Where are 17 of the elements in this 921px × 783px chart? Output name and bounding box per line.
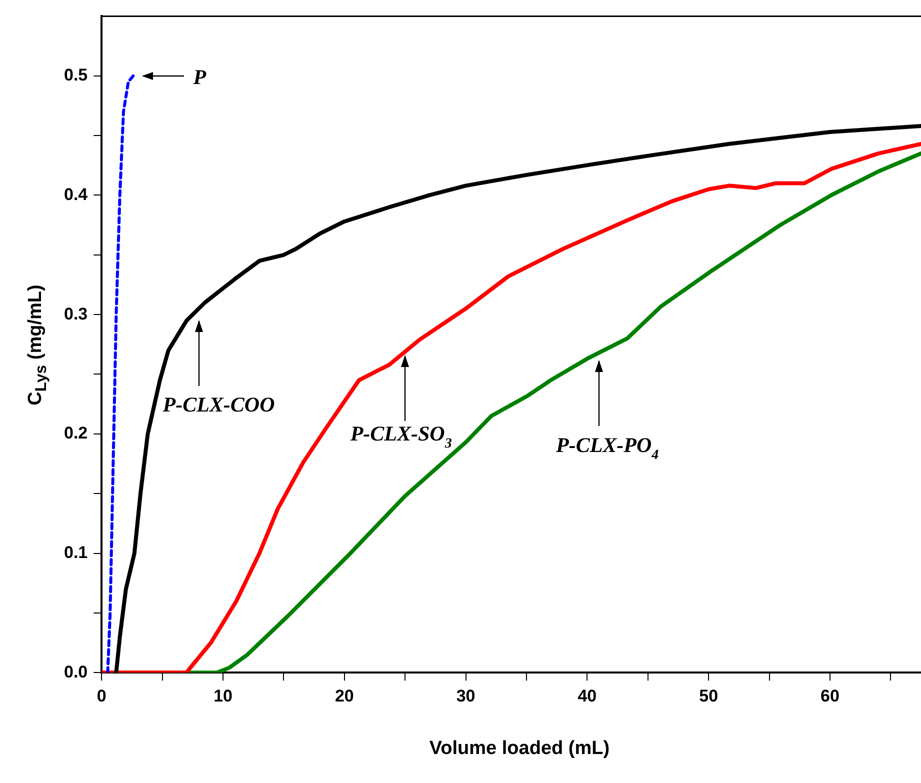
x-tick-label: 60 (820, 686, 840, 706)
y-tick-label: 0.4 (64, 184, 88, 204)
x-tick-label: 20 (334, 686, 354, 706)
y-tick-label: 0.5 (64, 66, 88, 85)
y-tick-label: 0.3 (64, 304, 88, 324)
line-series (106, 74, 135, 673)
y-tick-label: 0.1 (64, 542, 88, 562)
x-tick-label: 50 (699, 686, 718, 706)
x-axis-title: Volume loaded (mL) (428, 738, 611, 760)
x-tick-label: 10 (214, 686, 232, 706)
y-tick-label: 0.0 (64, 662, 88, 682)
x-tick-label: 30 (456, 686, 476, 706)
annotation: P-CLX-COO (162, 392, 275, 417)
x-tick-label: 40 (578, 686, 597, 706)
x-tick-label: 0 (96, 686, 106, 706)
y-tick-label: 0.2 (64, 424, 88, 443)
annotation: P (192, 64, 206, 89)
